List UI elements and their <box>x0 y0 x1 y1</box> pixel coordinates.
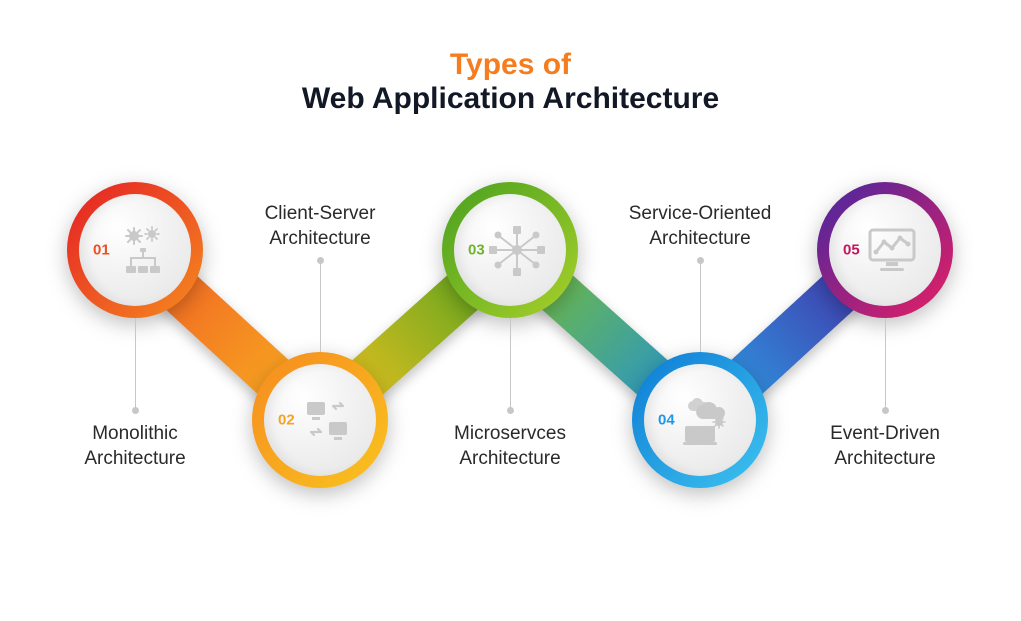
label-line: Architecture <box>590 227 810 252</box>
node-label-04: Service-OrientedArchitecture <box>590 202 810 251</box>
leader-line <box>885 318 886 410</box>
leader-dot <box>882 407 889 414</box>
label-line: Service-Oriented <box>590 202 810 227</box>
node-number: 03 <box>468 242 485 259</box>
gears-tree-icon <box>114 222 170 278</box>
leader-line <box>320 260 321 352</box>
leader-line <box>700 260 701 352</box>
label-line: Microservces <box>400 422 620 447</box>
label-line: Architecture <box>210 227 430 252</box>
node-number: 02 <box>278 412 295 429</box>
leader-dot <box>507 407 514 414</box>
node-inner: 03 <box>454 194 566 306</box>
cloud-gear-icon <box>679 392 735 448</box>
hub-icon <box>489 222 545 278</box>
leader-dot <box>697 257 704 264</box>
node-number: 04 <box>658 412 675 429</box>
label-line: Architecture <box>400 447 620 472</box>
label-line: Architecture <box>25 447 245 472</box>
leader-line <box>510 318 511 410</box>
node-inner: 04 <box>644 364 756 476</box>
node-03: 03 <box>442 182 578 318</box>
node-inner: 05 <box>829 194 941 306</box>
dashboard-icon <box>864 222 920 278</box>
label-line: Monolithic <box>25 422 245 447</box>
label-line: Architecture <box>775 447 995 472</box>
node-inner: 01 <box>79 194 191 306</box>
node-inner: 02 <box>264 364 376 476</box>
node-number: 05 <box>843 242 860 259</box>
leader-line <box>135 318 136 410</box>
node-05: 05 <box>817 182 953 318</box>
label-line: Client-Server <box>210 202 430 227</box>
node-label-05: Event-DrivenArchitecture <box>775 422 995 471</box>
client-server-icon <box>299 392 355 448</box>
diagram-stage: 01MonolithicArchitecture02Client-ServerA… <box>0 0 1021 621</box>
node-label-02: Client-ServerArchitecture <box>210 202 430 251</box>
node-01: 01 <box>67 182 203 318</box>
node-04: 04 <box>632 352 768 488</box>
leader-dot <box>317 257 324 264</box>
label-line: Event-Driven <box>775 422 995 447</box>
leader-dot <box>132 407 139 414</box>
node-02: 02 <box>252 352 388 488</box>
node-label-03: MicroservcesArchitecture <box>400 422 620 471</box>
node-number: 01 <box>93 242 110 259</box>
node-label-01: MonolithicArchitecture <box>25 422 245 471</box>
